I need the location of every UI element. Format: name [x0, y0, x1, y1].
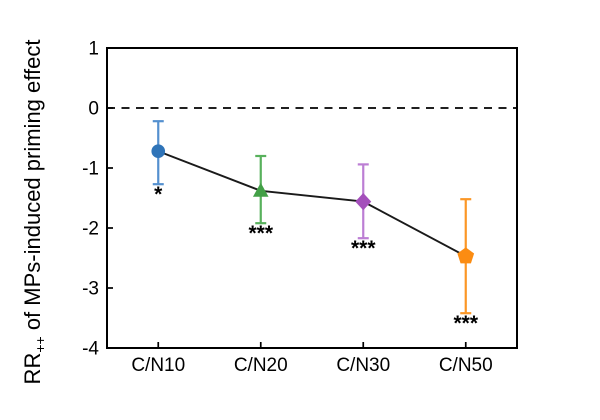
y-axis-tick-label: -3: [82, 279, 99, 300]
x-axis-tick-label: C/N30: [336, 355, 390, 376]
significance-label-cn30: ***: [351, 237, 376, 260]
y-axis-tick-label: -4: [82, 339, 99, 360]
significance-label-cn20: ***: [248, 222, 273, 245]
x-axis-tick-label: C/N10: [131, 355, 185, 376]
plot-frame: [106, 47, 518, 349]
y-axis-tick-label: -1: [82, 159, 99, 180]
marker-cn20: [252, 182, 269, 197]
y-axis-tick-label: -2: [82, 219, 99, 240]
x-axis-tick-label: C/N20: [234, 355, 288, 376]
y-axis-tick-label: 0: [88, 99, 99, 120]
significance-label-cn50: ***: [453, 312, 478, 335]
marker-cn30: [355, 193, 372, 211]
significance-label-cn10: *: [154, 183, 163, 206]
y-axis-tick-label: 1: [88, 39, 99, 60]
series-connector-line: [157, 150, 467, 258]
y-axis-title: RR++ of MPs-induced priming effect: [20, 40, 48, 385]
x-axis-tick-label: C/N50: [439, 355, 493, 376]
marker-cn10: [151, 144, 166, 158]
marker-cn50: [457, 247, 475, 264]
